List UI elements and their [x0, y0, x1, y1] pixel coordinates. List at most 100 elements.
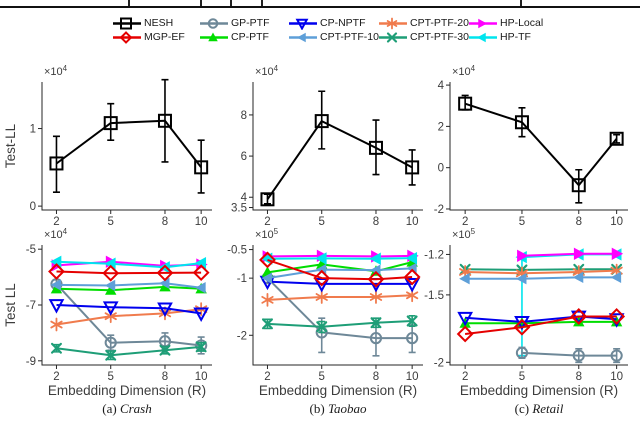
data-point-marker — [370, 317, 382, 329]
data-point-marker — [369, 290, 383, 304]
data-point-marker — [610, 349, 623, 362]
series-line — [267, 257, 413, 260]
data-point-marker — [572, 271, 584, 284]
x-tick-label: 5 — [519, 216, 525, 228]
series-mgp-ef — [48, 263, 210, 282]
data-point-marker — [457, 311, 474, 327]
series-line — [465, 268, 617, 271]
legend-label: CPT-PTF-10 — [320, 31, 379, 43]
data-point-marker — [610, 271, 622, 284]
x-axis-label: Embedding Dimension (R) — [259, 383, 417, 398]
text-descender — [128, 0, 130, 6]
x-tick-label: 10 — [610, 216, 623, 228]
series-line — [267, 294, 413, 301]
y-tick-label: -1 — [237, 273, 247, 285]
chart-retail-top: 2 5 8 10 -2 0 2 4 ×104 — [434, 64, 628, 228]
data-point-marker — [406, 315, 418, 327]
x-tick-label: 8 — [576, 371, 582, 383]
x-marker — [386, 32, 398, 43]
series-line — [267, 267, 413, 280]
data-point-marker — [49, 255, 62, 268]
subplot-caption: (a) Crash — [102, 401, 151, 416]
series-line — [267, 254, 413, 258]
data-point-marker — [48, 263, 65, 280]
cpt-ptf-10-marker-icon — [289, 32, 317, 43]
circle-marker — [207, 18, 219, 29]
y-tick-label: 8 — [241, 110, 247, 122]
series-line — [464, 315, 617, 335]
data-point-marker — [570, 308, 588, 325]
series-mgp-ef — [456, 308, 626, 343]
axes-spines — [252, 82, 423, 211]
series-line — [55, 283, 202, 347]
legend-label: CP-PTF — [231, 31, 269, 43]
x-tick-label: 8 — [576, 216, 582, 228]
series-gp-ptf — [515, 346, 623, 364]
series-cp-nptf — [457, 310, 625, 331]
cp-nptf-marker-icon — [289, 18, 317, 30]
error-bar — [408, 149, 416, 186]
y-tick-label: 4 — [438, 80, 445, 92]
data-point-marker — [369, 332, 383, 345]
data-point-marker — [105, 349, 117, 361]
data-point-marker — [314, 114, 329, 129]
series-line — [465, 276, 617, 280]
series-mgp-ef — [259, 251, 421, 288]
series-hp-tf — [260, 251, 418, 265]
asterisk-marker — [386, 17, 398, 30]
data-point-marker — [259, 251, 276, 269]
legend-column: NESH MGP-EF — [112, 17, 185, 44]
chart-taobao-top: 2 5 8 10 3.54 6 8 ×104 — [231, 64, 423, 228]
axes-spines — [252, 245, 423, 366]
series-line — [267, 320, 413, 328]
series-line — [56, 285, 202, 292]
series-cp-ptf — [50, 280, 207, 295]
hp-local-marker-icon — [469, 18, 497, 29]
x-tick-label: 10 — [195, 371, 208, 383]
legend-item-cp-nptf: CP-NPTF — [288, 17, 379, 30]
y-tick-label: 6 — [241, 151, 247, 163]
cp-ptf-marker-icon — [200, 32, 228, 42]
series-line — [464, 102, 618, 187]
data-point-marker — [261, 272, 272, 284]
y-tick-label: 4 — [241, 192, 248, 204]
data-point-marker — [193, 307, 210, 322]
series-line — [56, 270, 202, 275]
axis-exponent-label: ×104 — [44, 64, 68, 78]
axis-exponent-label: ×104 — [452, 64, 476, 78]
data-point-marker — [104, 279, 116, 292]
gp-ptf-marker-icon — [200, 18, 228, 29]
series-line — [521, 351, 617, 357]
legend-label: MGP-EF — [144, 31, 185, 43]
page-top-rule — [0, 6, 640, 8]
data-point-marker — [572, 349, 585, 362]
triangle-right-marker — [478, 18, 487, 29]
y-tick-label: 0 — [438, 163, 444, 175]
x-tick-label: 8 — [373, 216, 379, 228]
legend-item-hp-tf: HP-TF — [468, 31, 543, 44]
data-point-marker — [157, 302, 173, 317]
data-point-marker — [456, 325, 474, 343]
data-point-marker — [609, 131, 624, 146]
data-point-marker — [369, 252, 381, 265]
y-tick-label: -7 — [26, 300, 36, 312]
figure-legend: NESH MGP-EF GP-PTF CP-PTF CP-NPTF CPT-PT… — [0, 17, 640, 51]
data-point-marker — [610, 315, 623, 327]
x-tick-label: 5 — [319, 216, 325, 228]
subplot-caption: (c) Retail — [515, 401, 564, 416]
series-hp-local — [51, 255, 208, 273]
data-point-marker — [261, 318, 273, 330]
series-hp-tf — [515, 248, 622, 357]
series-cp-nptf — [48, 299, 210, 322]
x-tick-label: 5 — [108, 371, 114, 383]
y-tick-label: -5 — [26, 244, 36, 256]
data-point-marker — [156, 264, 174, 282]
text-descender — [261, 0, 263, 6]
series-line — [56, 304, 202, 315]
series-line — [56, 282, 202, 289]
axes-spines — [41, 245, 212, 366]
legend-item-cp-ptf: CP-PTF — [199, 31, 270, 44]
data-point-marker — [515, 273, 527, 285]
